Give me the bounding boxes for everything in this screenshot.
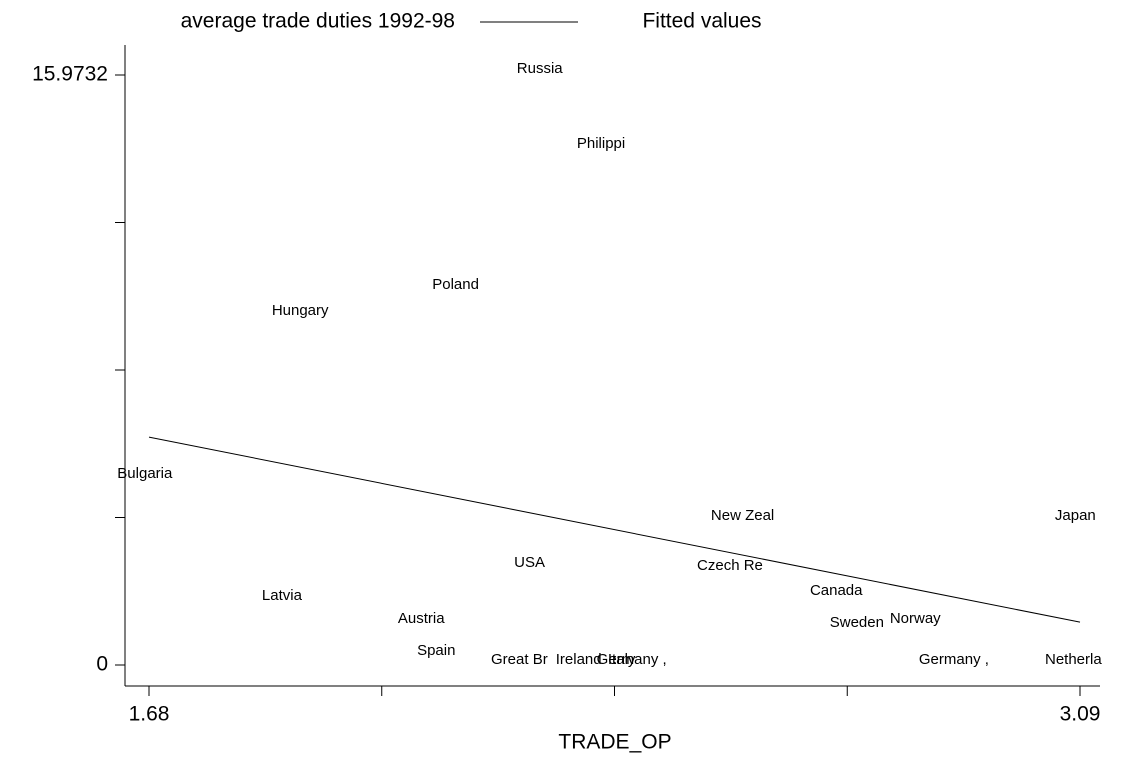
point-label: Hungary (272, 302, 329, 319)
point-label: Philippi (577, 135, 625, 152)
point-label: Canada (810, 582, 863, 599)
point-label: Austria (398, 610, 445, 627)
x-axis-title: TRADE_OP (558, 731, 671, 754)
y-tick-label: 15.9732 (32, 63, 108, 86)
point-label: Sweden (830, 614, 884, 631)
x-tick-label: 3.09 (1060, 703, 1101, 726)
legend-label: Fitted values (642, 10, 761, 33)
point-label: New Zeal (711, 507, 774, 524)
x-tick-label: 1.68 (129, 703, 170, 726)
point-label: Japan (1055, 507, 1096, 524)
point-label: Germany , (597, 651, 667, 668)
point-label: Netherla (1045, 651, 1102, 668)
point-label: Ireland (556, 651, 602, 668)
point-label: Italy (608, 651, 636, 668)
point-label: USA (514, 554, 545, 571)
point-label: Norway (890, 610, 941, 627)
point-label: Great Br (491, 651, 548, 668)
fitted-line (148, 436, 1081, 623)
y-tick-label: 0 (96, 653, 108, 676)
point-label: Poland (432, 276, 479, 293)
point-label: Russia (517, 60, 564, 77)
legend-label: average trade duties 1992-98 (181, 10, 455, 33)
point-label: Germany , (919, 651, 989, 668)
point-label: Bulgaria (117, 465, 173, 482)
point-label: Latvia (262, 587, 303, 604)
point-label: Czech Re (697, 557, 763, 574)
point-label: Spain (417, 642, 455, 659)
